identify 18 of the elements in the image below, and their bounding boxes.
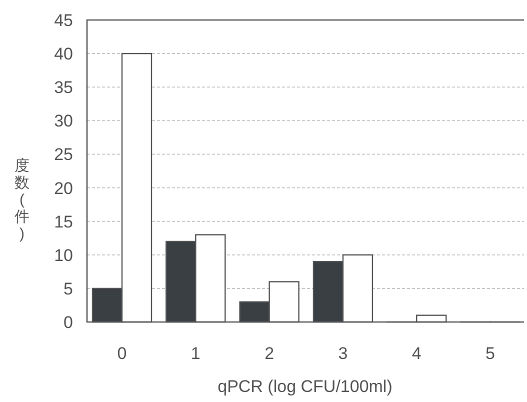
y-tick-label: 15 [54,212,73,232]
x-tick-label: 5 [486,344,496,363]
y-tick-label: 45 [54,11,73,30]
x-tick-label: 4 [412,344,422,363]
y-tick-label: 0 [64,313,73,332]
x-tick-label: 0 [117,344,127,363]
y-tick-label: 30 [54,112,73,131]
x-tick-label: 3 [338,344,348,363]
x-axis-title: qPCR (log CFU/100ml) [218,377,392,396]
y-axis-title: 度数(件) [14,158,30,242]
x-tick-label: 2 [264,344,274,363]
y-tick-label: 20 [54,178,73,198]
y-tick-label: 10 [54,246,73,265]
y-tick-label: 35 [54,78,73,98]
y-tick-label: 40 [54,44,73,64]
x-tick-label: 1 [190,344,200,363]
y-tick-label: 25 [54,145,73,164]
y-tick-label: 5 [64,279,73,298]
